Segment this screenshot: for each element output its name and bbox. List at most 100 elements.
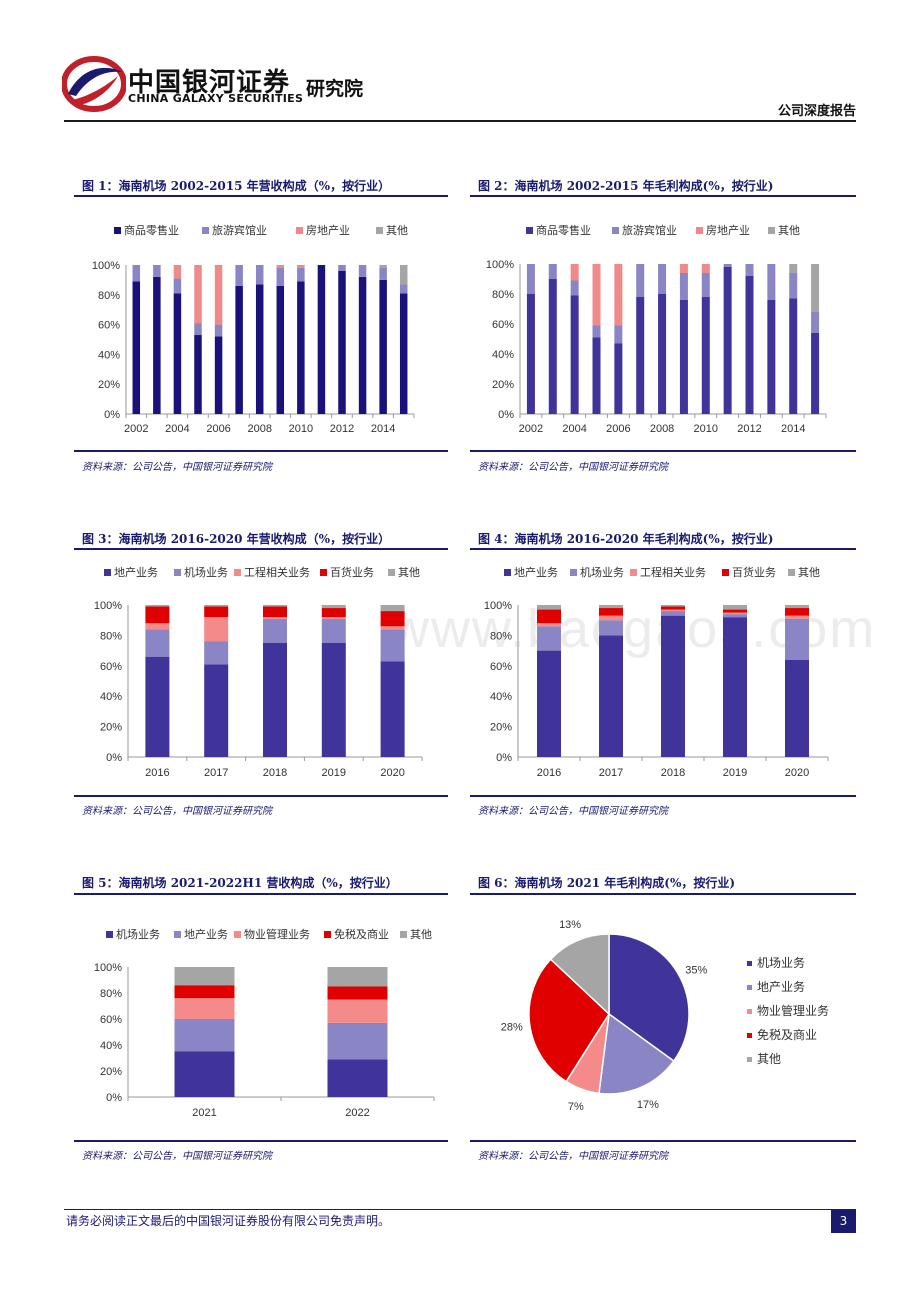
bar-segment-2020-s5	[380, 605, 405, 612]
y-tick-label: 20%	[100, 722, 122, 734]
bar-segment-2018-s5	[661, 605, 685, 607]
y-tick-label: 20%	[492, 379, 514, 391]
bar-segment-2015-s4	[811, 264, 820, 312]
bar-segment-2002-s2	[526, 264, 535, 294]
bar-segment-2014-s2	[379, 267, 387, 280]
legend-label-4: 其他	[778, 224, 800, 237]
bar-segment-2020-s4	[380, 611, 405, 627]
bar-segment-2016-s2	[537, 626, 561, 651]
bar-segment-2015-s1	[399, 293, 408, 414]
y-tick-label: 100%	[94, 600, 122, 612]
legend-swatch-2	[174, 569, 181, 576]
bar-segment-2014-s1	[789, 298, 798, 414]
bar-segment-2019-s1	[723, 617, 747, 757]
bar-segment-2005-s3	[194, 265, 202, 324]
bar-segment-2017-s1	[204, 664, 229, 757]
company-name-en: CHINA GALAXY SECURITIES	[128, 92, 304, 105]
bar-segment-2018-s1	[263, 643, 287, 757]
figure-2-chart: 商品零售业 旅游宾馆业 房地产业 其他 0% 20% 40% 60% 80% 100% 2002 20…	[486, 223, 827, 435]
figure-5-bottom-rule	[74, 1140, 448, 1142]
legend-swatch-1	[504, 569, 511, 576]
bar-segment-2013-s1	[767, 300, 776, 414]
y-tick-label: 0%	[106, 1092, 122, 1104]
bar-segment-2017-s4	[204, 606, 229, 618]
legend-label-3: 房地产业	[306, 223, 350, 237]
legend-label-3: 物业管理业务	[244, 927, 310, 941]
bar-segment-2005-s1	[194, 335, 202, 414]
bar-segment-2015-s4	[399, 265, 408, 285]
y-tick-label: 100%	[486, 259, 514, 271]
bar-segment-2006-s1	[614, 343, 623, 414]
x-tick-label: 2016	[537, 767, 561, 779]
bar-segment-2018-s2	[661, 611, 685, 616]
pie-legend-label-3: 物业管理业务	[757, 1003, 829, 1018]
bar-segment-2017-s3	[599, 615, 623, 621]
bar-segment-2007-s2	[636, 264, 645, 297]
bar-segment-2002-s1	[132, 281, 141, 414]
y-tick-label: 80%	[100, 988, 122, 1000]
bar-segment-2008-s2	[658, 264, 667, 294]
x-tick-label: 2021	[192, 1107, 216, 1119]
y-tick-label: 100%	[94, 962, 122, 974]
legend-label-3: 工程相关业务	[244, 565, 310, 579]
bar-segment-2010-s3	[297, 265, 305, 268]
x-tick-label: 2016	[145, 767, 169, 779]
bar-segment-2013-s2	[767, 264, 776, 300]
bar-segment-2002-s1	[526, 294, 535, 414]
company-name-cn: 中国银河证券	[128, 68, 291, 98]
legend-swatch-5	[388, 569, 395, 576]
bar-segment-2019-s3	[723, 612, 747, 615]
x-tick-label: 2019	[322, 767, 346, 779]
pie-legend-swatch-4	[747, 1033, 752, 1038]
figure-1-source: 资料来源：公司公告，中国银河证券研究院	[82, 462, 272, 473]
figure-1-bottom-rule	[74, 450, 448, 452]
bar-segment-2008-s1	[658, 294, 667, 414]
bar-segment-2019-s2	[321, 618, 346, 643]
x-tick-label: 2012	[737, 423, 761, 435]
bar-segment-2020-s5	[785, 605, 809, 609]
pie-value-label-1: 35%	[685, 965, 707, 977]
x-tick-label: 2018	[661, 767, 685, 779]
figure-5-chart: 机场业务 地产业务 物业管理业务 免税及商业 其他 0% 20% 40% 60% 80% 100% 2…	[94, 927, 435, 1119]
figure-1-title: 图 1：海南机场 2002-2015 年营收构成（%，按行业）	[82, 179, 391, 193]
bar-segment-2009-s2	[276, 267, 285, 286]
bar-segment-2019-s2	[723, 614, 747, 618]
legend-swatch-2	[612, 227, 619, 234]
figure-3-bottom-rule	[74, 795, 448, 797]
y-tick-label: 20%	[98, 379, 120, 391]
bar-segment-2015-s2	[811, 312, 820, 333]
bar-segment-2008-s2	[255, 265, 264, 285]
bar-segment-2009-s2	[679, 273, 688, 300]
x-tick-label: 2017	[599, 767, 623, 779]
bar-segment-2003-s1	[153, 276, 161, 414]
bar-segment-2017-s2	[599, 620, 623, 636]
bar-segment-2016-s2	[145, 629, 170, 657]
y-tick-label: 60%	[492, 319, 514, 331]
x-tick-label: 2012	[330, 423, 354, 435]
bar-segment-2017-s5	[599, 605, 623, 609]
bar-segment-2022-s5	[327, 967, 388, 987]
figure-2-source: 资料来源：公司公告，中国银河证券研究院	[478, 462, 668, 473]
bar-segment-2006-s1	[214, 336, 223, 414]
x-tick-label: 2017	[204, 767, 228, 779]
bar-segment-2018-s4	[263, 606, 287, 618]
y-tick-label: 20%	[100, 1066, 122, 1078]
x-tick-label: 2004	[562, 423, 586, 435]
bar-segment-2002-s2	[132, 265, 141, 282]
legend-label-2: 机场业务	[580, 565, 624, 579]
bar-segment-2006-s3	[614, 264, 623, 326]
legend-swatch-5	[400, 931, 407, 938]
bar-segment-2018-s3	[661, 609, 685, 612]
y-tick-label: 80%	[492, 289, 514, 301]
figure-2-bottom-rule	[470, 450, 856, 452]
legend-swatch-4	[768, 227, 775, 234]
bar-segment-2020-s1	[380, 661, 405, 757]
pie-legend-swatch-3	[747, 1009, 752, 1014]
bar-segment-2021-s2	[174, 1019, 235, 1052]
bar-segment-2022-s3	[327, 999, 388, 1023]
footer-divider	[64, 1209, 856, 1210]
bar-segment-2014-s2	[789, 273, 798, 299]
bar-segment-2004-s3	[173, 265, 182, 279]
legend-swatch-2	[202, 227, 209, 234]
y-tick-label: 80%	[98, 290, 120, 302]
